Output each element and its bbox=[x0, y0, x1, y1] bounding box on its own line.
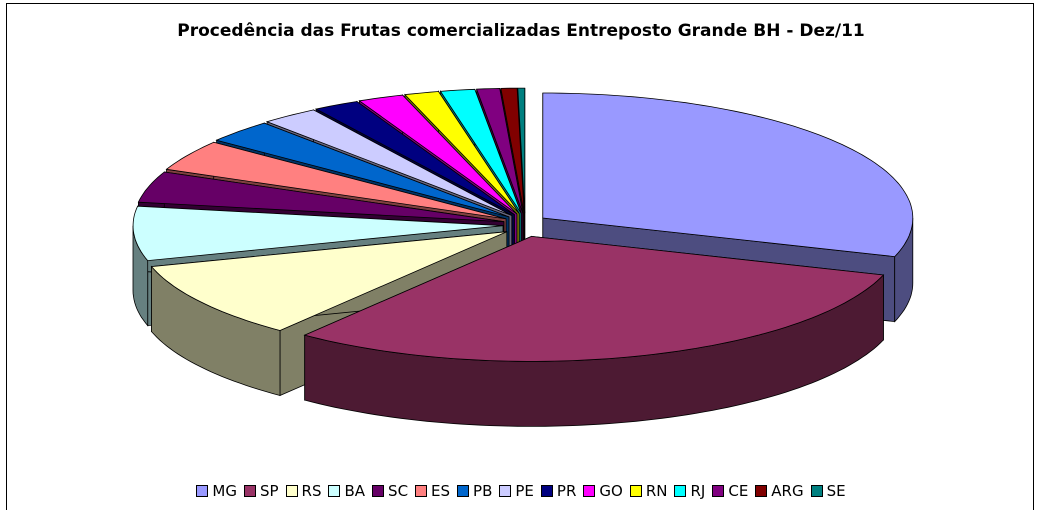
slice-top bbox=[303, 235, 885, 362]
legend-label: RS bbox=[301, 482, 322, 500]
legend-swatch bbox=[457, 485, 470, 497]
legend-item: ARG bbox=[755, 482, 804, 500]
legend-item: MG bbox=[196, 482, 237, 500]
legend-swatch bbox=[583, 485, 596, 497]
slice-top bbox=[404, 91, 520, 214]
legend-label: PR bbox=[556, 482, 577, 500]
slice-top bbox=[132, 205, 504, 262]
legend-label: SE bbox=[826, 482, 846, 500]
legend-item: CE bbox=[712, 482, 748, 500]
legend-item: RJ bbox=[674, 482, 705, 500]
legend: MG SP RS BA SC ES PB PE PR GO RN RJ CE ARG SE bbox=[0, 482, 1042, 500]
legend-swatch bbox=[674, 485, 687, 497]
legend-item: GO bbox=[583, 482, 623, 500]
legend-swatch bbox=[629, 485, 642, 497]
slice-top bbox=[476, 87, 524, 214]
legend-swatch bbox=[285, 485, 298, 497]
legend-label: BA bbox=[344, 482, 366, 500]
legend-item: PR bbox=[540, 482, 577, 500]
legend-item: PB bbox=[457, 482, 492, 500]
slice-top bbox=[137, 171, 504, 223]
legend-item: ES bbox=[415, 482, 450, 500]
legend-item: SP bbox=[243, 482, 279, 500]
slice-top bbox=[165, 141, 507, 220]
chart-title: Procedência das Frutas comercializadas E… bbox=[177, 21, 865, 41]
legend-label: PB bbox=[473, 482, 493, 500]
legend-swatch bbox=[372, 485, 385, 497]
legend-swatch bbox=[755, 485, 768, 497]
legend-item: PE bbox=[499, 482, 534, 500]
legend-swatch bbox=[810, 485, 823, 497]
slice-top bbox=[265, 109, 512, 216]
legend-label: PE bbox=[515, 482, 534, 500]
legend-swatch bbox=[712, 485, 725, 497]
legend-item: RN bbox=[629, 482, 668, 500]
slice-top bbox=[314, 101, 515, 215]
legend-item: RS bbox=[285, 482, 322, 500]
slice-top bbox=[542, 92, 914, 258]
legend-label: ES bbox=[431, 482, 451, 500]
legend-label: ARG bbox=[771, 482, 804, 500]
legend-swatch bbox=[196, 485, 209, 497]
slice-top bbox=[439, 88, 522, 214]
legend-label: MG bbox=[212, 482, 237, 500]
slice-top bbox=[517, 87, 526, 214]
legend-label: GO bbox=[599, 482, 623, 500]
legend-label: SC bbox=[388, 482, 409, 500]
slice-top bbox=[150, 231, 507, 331]
legend-swatch bbox=[415, 485, 428, 497]
legend-item: SE bbox=[810, 482, 846, 500]
legend-swatch bbox=[243, 485, 256, 497]
legend-swatch bbox=[540, 485, 553, 497]
legend-swatch bbox=[499, 485, 512, 497]
slice-top bbox=[358, 94, 518, 215]
legend-label: SP bbox=[259, 482, 279, 500]
slice-top bbox=[500, 87, 525, 214]
pie-slice bbox=[303, 235, 885, 427]
legend-item: SC bbox=[372, 482, 408, 500]
legend-label: RN bbox=[645, 482, 668, 500]
legend-swatch bbox=[328, 485, 341, 497]
legend-label: RJ bbox=[690, 482, 706, 500]
chart-frame bbox=[6, 3, 1034, 510]
legend-item: BA bbox=[328, 482, 365, 500]
legend-label: CE bbox=[728, 482, 749, 500]
slice-top bbox=[215, 122, 510, 218]
